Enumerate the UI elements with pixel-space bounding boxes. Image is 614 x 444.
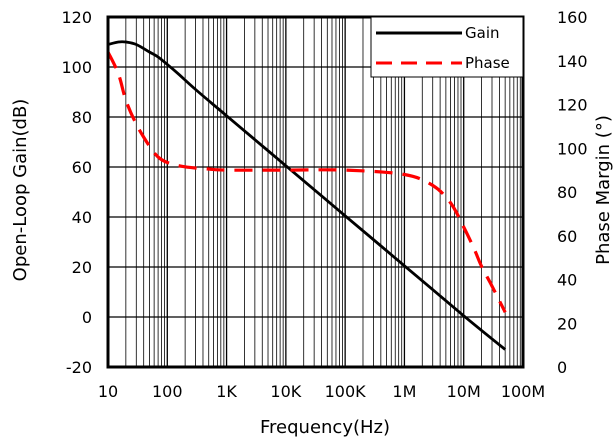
plot-frame — [106, 15, 525, 369]
y-right-tick-label: 40 — [557, 271, 577, 290]
y-left-tick-labels: -20 0 20 40 60 80 100 120 — [61, 8, 92, 377]
y-left-tick-label: 60 — [72, 158, 92, 177]
legend-phase-label: Phase — [465, 54, 510, 72]
y-left-tick-label: 0 — [82, 308, 92, 327]
y-right-tick-labels: 0 20 40 60 80 100 120 140 160 — [557, 8, 588, 377]
y-right-tick-label: 120 — [557, 96, 588, 115]
x-tick-label: 100 — [152, 382, 183, 401]
y-right-tick-label: 60 — [557, 227, 577, 246]
y-left-tick-label: 40 — [72, 208, 92, 227]
legend-box — [370, 16, 524, 78]
y-right-tick-label: 140 — [557, 52, 588, 71]
y-left-tick-label: 80 — [72, 108, 92, 127]
x-axis-title: Frequency(Hz) — [260, 417, 390, 438]
legend: Gain Phase — [370, 16, 524, 78]
x-tick-label: 10 — [98, 382, 118, 401]
y-right-tick-label: 160 — [557, 8, 588, 27]
x-tick-labels: 10 100 1K 10K 100K 1M 10M 100M — [98, 382, 545, 401]
y-right-tick-label: 100 — [557, 139, 588, 158]
series-layer — [106, 40, 507, 351]
y-left-tick-label: 20 — [72, 258, 92, 277]
y-left-axis-title: Open-Loop Gain(dB) — [10, 99, 31, 282]
y-left-tick-label: 120 — [61, 8, 92, 27]
grid-minor-lines — [125, 17, 521, 367]
x-tick-label: 10M — [447, 382, 481, 401]
x-tick-label: 100M — [501, 382, 545, 401]
y-right-tick-label: 80 — [557, 183, 577, 202]
x-tick-label: 10K — [270, 382, 301, 401]
x-tick-label: 1K — [216, 382, 237, 401]
series-gain-line — [107, 40, 507, 351]
x-tick-label: 1M — [392, 382, 416, 401]
y-right-tick-label: 20 — [557, 314, 577, 333]
y-left-tick-label: 100 — [61, 58, 92, 77]
legend-gain-label: Gain — [465, 24, 500, 42]
y-left-tick-label: -20 — [66, 358, 92, 377]
x-tick-label: 100K — [325, 382, 367, 401]
y-right-axis-title: Phase Margin (°) — [593, 115, 614, 265]
y-right-tick-label: 0 — [557, 358, 567, 377]
